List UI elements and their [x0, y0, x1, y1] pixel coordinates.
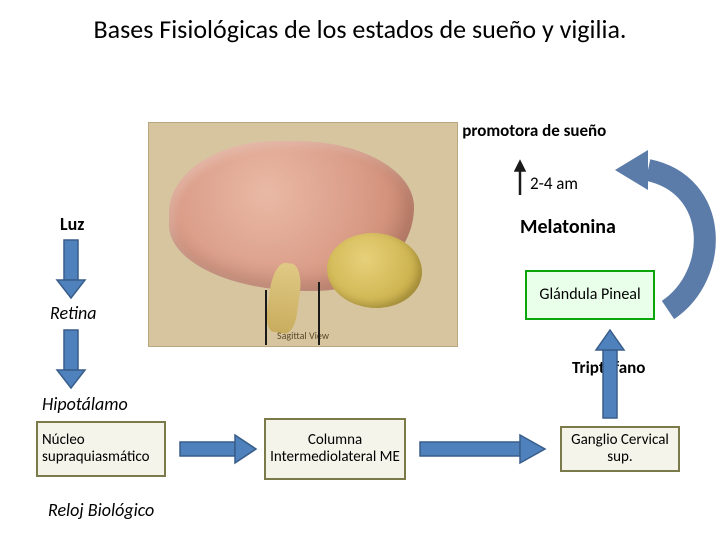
brain-caption: Sagittal View [277, 329, 329, 342]
page-title: Bases Fisiológicas de los estados de sue… [0, 15, 720, 45]
label-reloj: Reloj Biológico [48, 499, 154, 521]
marker-line-2 [318, 282, 320, 345]
box-ganglio: Ganglio Cervical sup. [560, 426, 680, 472]
box-columna: Columna Intermediolateral ME [264, 418, 406, 480]
label-retina: Retina [50, 302, 97, 324]
marker-line-1 [265, 290, 267, 345]
label-time: 2-4 am [530, 173, 578, 194]
label-melatonina: Melatonina [520, 215, 616, 239]
arrow-retina-hipotalamo [57, 330, 85, 388]
label-luz: Luz [60, 213, 84, 235]
arrow-nucleo-columna [180, 435, 256, 463]
cerebellum-shape [327, 233, 422, 308]
brain-image: Sagittal View [148, 122, 458, 347]
box-glandula-pineal: Glándula Pineal [525, 270, 655, 320]
arrow-luz-retina [57, 240, 85, 298]
label-triptofano: Triptófano [572, 357, 645, 378]
curve-arrow-body [648, 170, 705, 310]
arrow-columna-ganglio [420, 435, 545, 463]
curve-arrow-head [615, 150, 648, 190]
box-nucleo: Núcleo supraquiasmático [36, 421, 166, 477]
label-hipotalamo: Hipotálamo [42, 393, 128, 415]
